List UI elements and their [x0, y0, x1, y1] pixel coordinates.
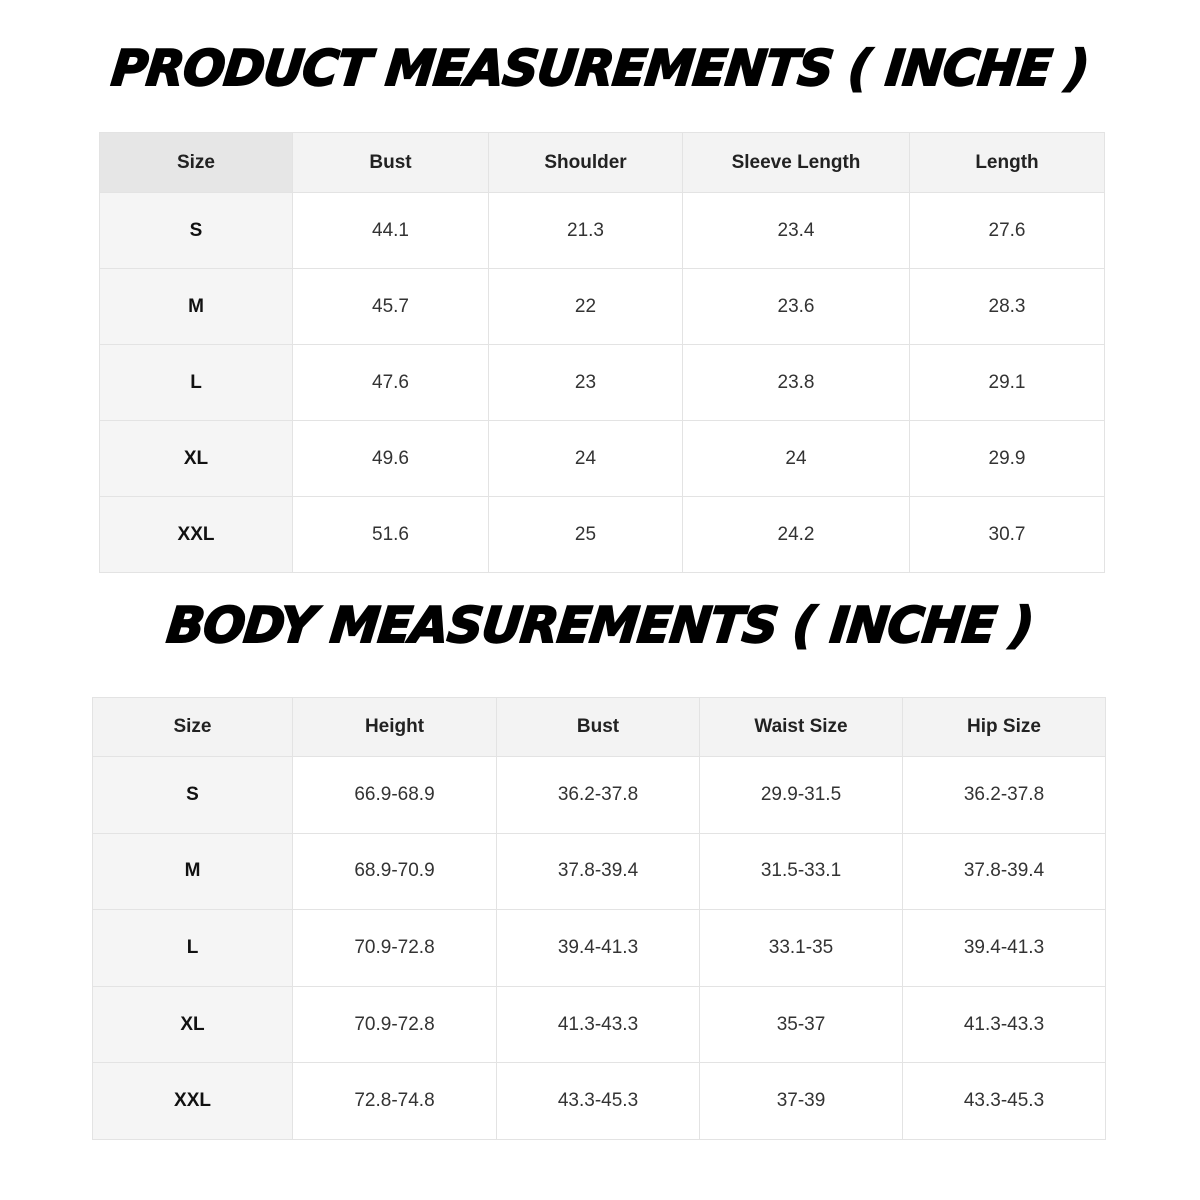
- value-cell: 29.9-31.5: [699, 756, 903, 834]
- value-cell: 23.4: [682, 192, 910, 269]
- value-cell: 37.8-39.4: [496, 832, 700, 911]
- value-cell: 29.9: [909, 420, 1105, 497]
- value-cell: 24.2: [682, 496, 910, 573]
- table-row: M 68.9-70.9 37.8-39.4 31.5-33.1 37.8-39.4: [92, 832, 1106, 911]
- size-cell: XL: [92, 985, 293, 1064]
- title: PRODUCT MEASUREMENTS ( INCHE ): [108, 39, 1092, 98]
- header-cell: Shoulder: [488, 132, 683, 193]
- value-cell: 47.6: [292, 344, 489, 421]
- value-cell: 22: [488, 268, 683, 345]
- table-row: XXL 72.8-74.8 43.3-45.3 37-39 43.3-45.3: [92, 1062, 1106, 1140]
- size-cell: L: [92, 909, 293, 987]
- table-row: M 45.7 22 23.6 28.3: [99, 268, 1105, 345]
- value-cell: 35-37: [699, 985, 903, 1064]
- value-cell: 23: [488, 344, 683, 421]
- header-cell: Height: [292, 697, 497, 757]
- value-cell: 66.9-68.9: [292, 756, 497, 834]
- header-cell: Size: [92, 697, 293, 757]
- table-row: XXL 51.6 25 24.2 30.7: [99, 496, 1105, 573]
- size-cell: M: [92, 832, 293, 911]
- header-cell: Sleeve Length: [682, 132, 910, 193]
- value-cell: 24: [488, 420, 683, 497]
- table-row: XL 49.6 24 24 29.9: [99, 420, 1105, 497]
- value-cell: 36.2-37.8: [496, 756, 700, 834]
- value-cell: 51.6: [292, 496, 489, 573]
- header-cell: Hip Size: [902, 697, 1106, 757]
- value-cell: 49.6: [292, 420, 489, 497]
- value-cell: 70.9-72.8: [292, 909, 497, 987]
- value-cell: 29.1: [909, 344, 1105, 421]
- table-row: XL 70.9-72.8 41.3-43.3 35-37 41.3-43.3: [92, 985, 1106, 1064]
- size-cell: S: [99, 192, 293, 269]
- size-table: Size Height Bust Waist Size Hip Size S 66.9-68…: [92, 697, 1106, 1140]
- size-cell: S: [92, 756, 293, 834]
- header-row: Size Bust Shoulder Sleeve Length Length: [99, 132, 1105, 193]
- value-cell: 37.8-39.4: [902, 832, 1106, 911]
- header-cell: Size: [99, 132, 293, 193]
- value-cell: 70.9-72.8: [292, 985, 497, 1064]
- value-cell: 27.6: [909, 192, 1105, 269]
- value-cell: 68.9-70.9: [292, 832, 497, 911]
- value-cell: 23.6: [682, 268, 910, 345]
- title: BODY MEASUREMENTS ( INCHE ): [163, 596, 1036, 655]
- size-cell: L: [99, 344, 293, 421]
- header-cell: Bust: [496, 697, 700, 757]
- size-cell: M: [99, 268, 293, 345]
- header-row: Size Height Bust Waist Size Hip Size: [92, 697, 1106, 757]
- value-cell: 25: [488, 496, 683, 573]
- value-cell: 43.3-45.3: [902, 1062, 1106, 1140]
- table-row: L 47.6 23 23.8 29.1: [99, 344, 1105, 421]
- table-row: S 44.1 21.3 23.4 27.6: [99, 192, 1105, 269]
- value-cell: 39.4-41.3: [902, 909, 1106, 987]
- value-cell: 36.2-37.8: [902, 756, 1106, 834]
- value-cell: 43.3-45.3: [496, 1062, 700, 1140]
- value-cell: 41.3-43.3: [496, 985, 700, 1064]
- value-cell: 41.3-43.3: [902, 985, 1106, 1064]
- value-cell: 31.5-33.1: [699, 832, 903, 911]
- value-cell: 44.1: [292, 192, 489, 269]
- value-cell: 21.3: [488, 192, 683, 269]
- table-row: S 66.9-68.9 36.2-37.8 29.9-31.5 36.2-37.8: [92, 756, 1106, 834]
- value-cell: 23.8: [682, 344, 910, 421]
- header-cell: Length: [909, 132, 1105, 193]
- header-cell: Waist Size: [699, 697, 903, 757]
- value-cell: 45.7: [292, 268, 489, 345]
- value-cell: 28.3: [909, 268, 1105, 345]
- value-cell: 30.7: [909, 496, 1105, 573]
- value-cell: 72.8-74.8: [292, 1062, 497, 1140]
- value-cell: 37-39: [699, 1062, 903, 1140]
- size-table: Size Bust Shoulder Sleeve Length Length S 44.1…: [99, 132, 1105, 573]
- size-cell: XL: [99, 420, 293, 497]
- size-cell: XXL: [92, 1062, 293, 1140]
- value-cell: 24: [682, 420, 910, 497]
- size-cell: XXL: [99, 496, 293, 573]
- table-row: L 70.9-72.8 39.4-41.3 33.1-35 39.4-41.3: [92, 909, 1106, 987]
- value-cell: 33.1-35: [699, 909, 903, 987]
- value-cell: 39.4-41.3: [496, 909, 700, 987]
- header-cell: Bust: [292, 132, 489, 193]
